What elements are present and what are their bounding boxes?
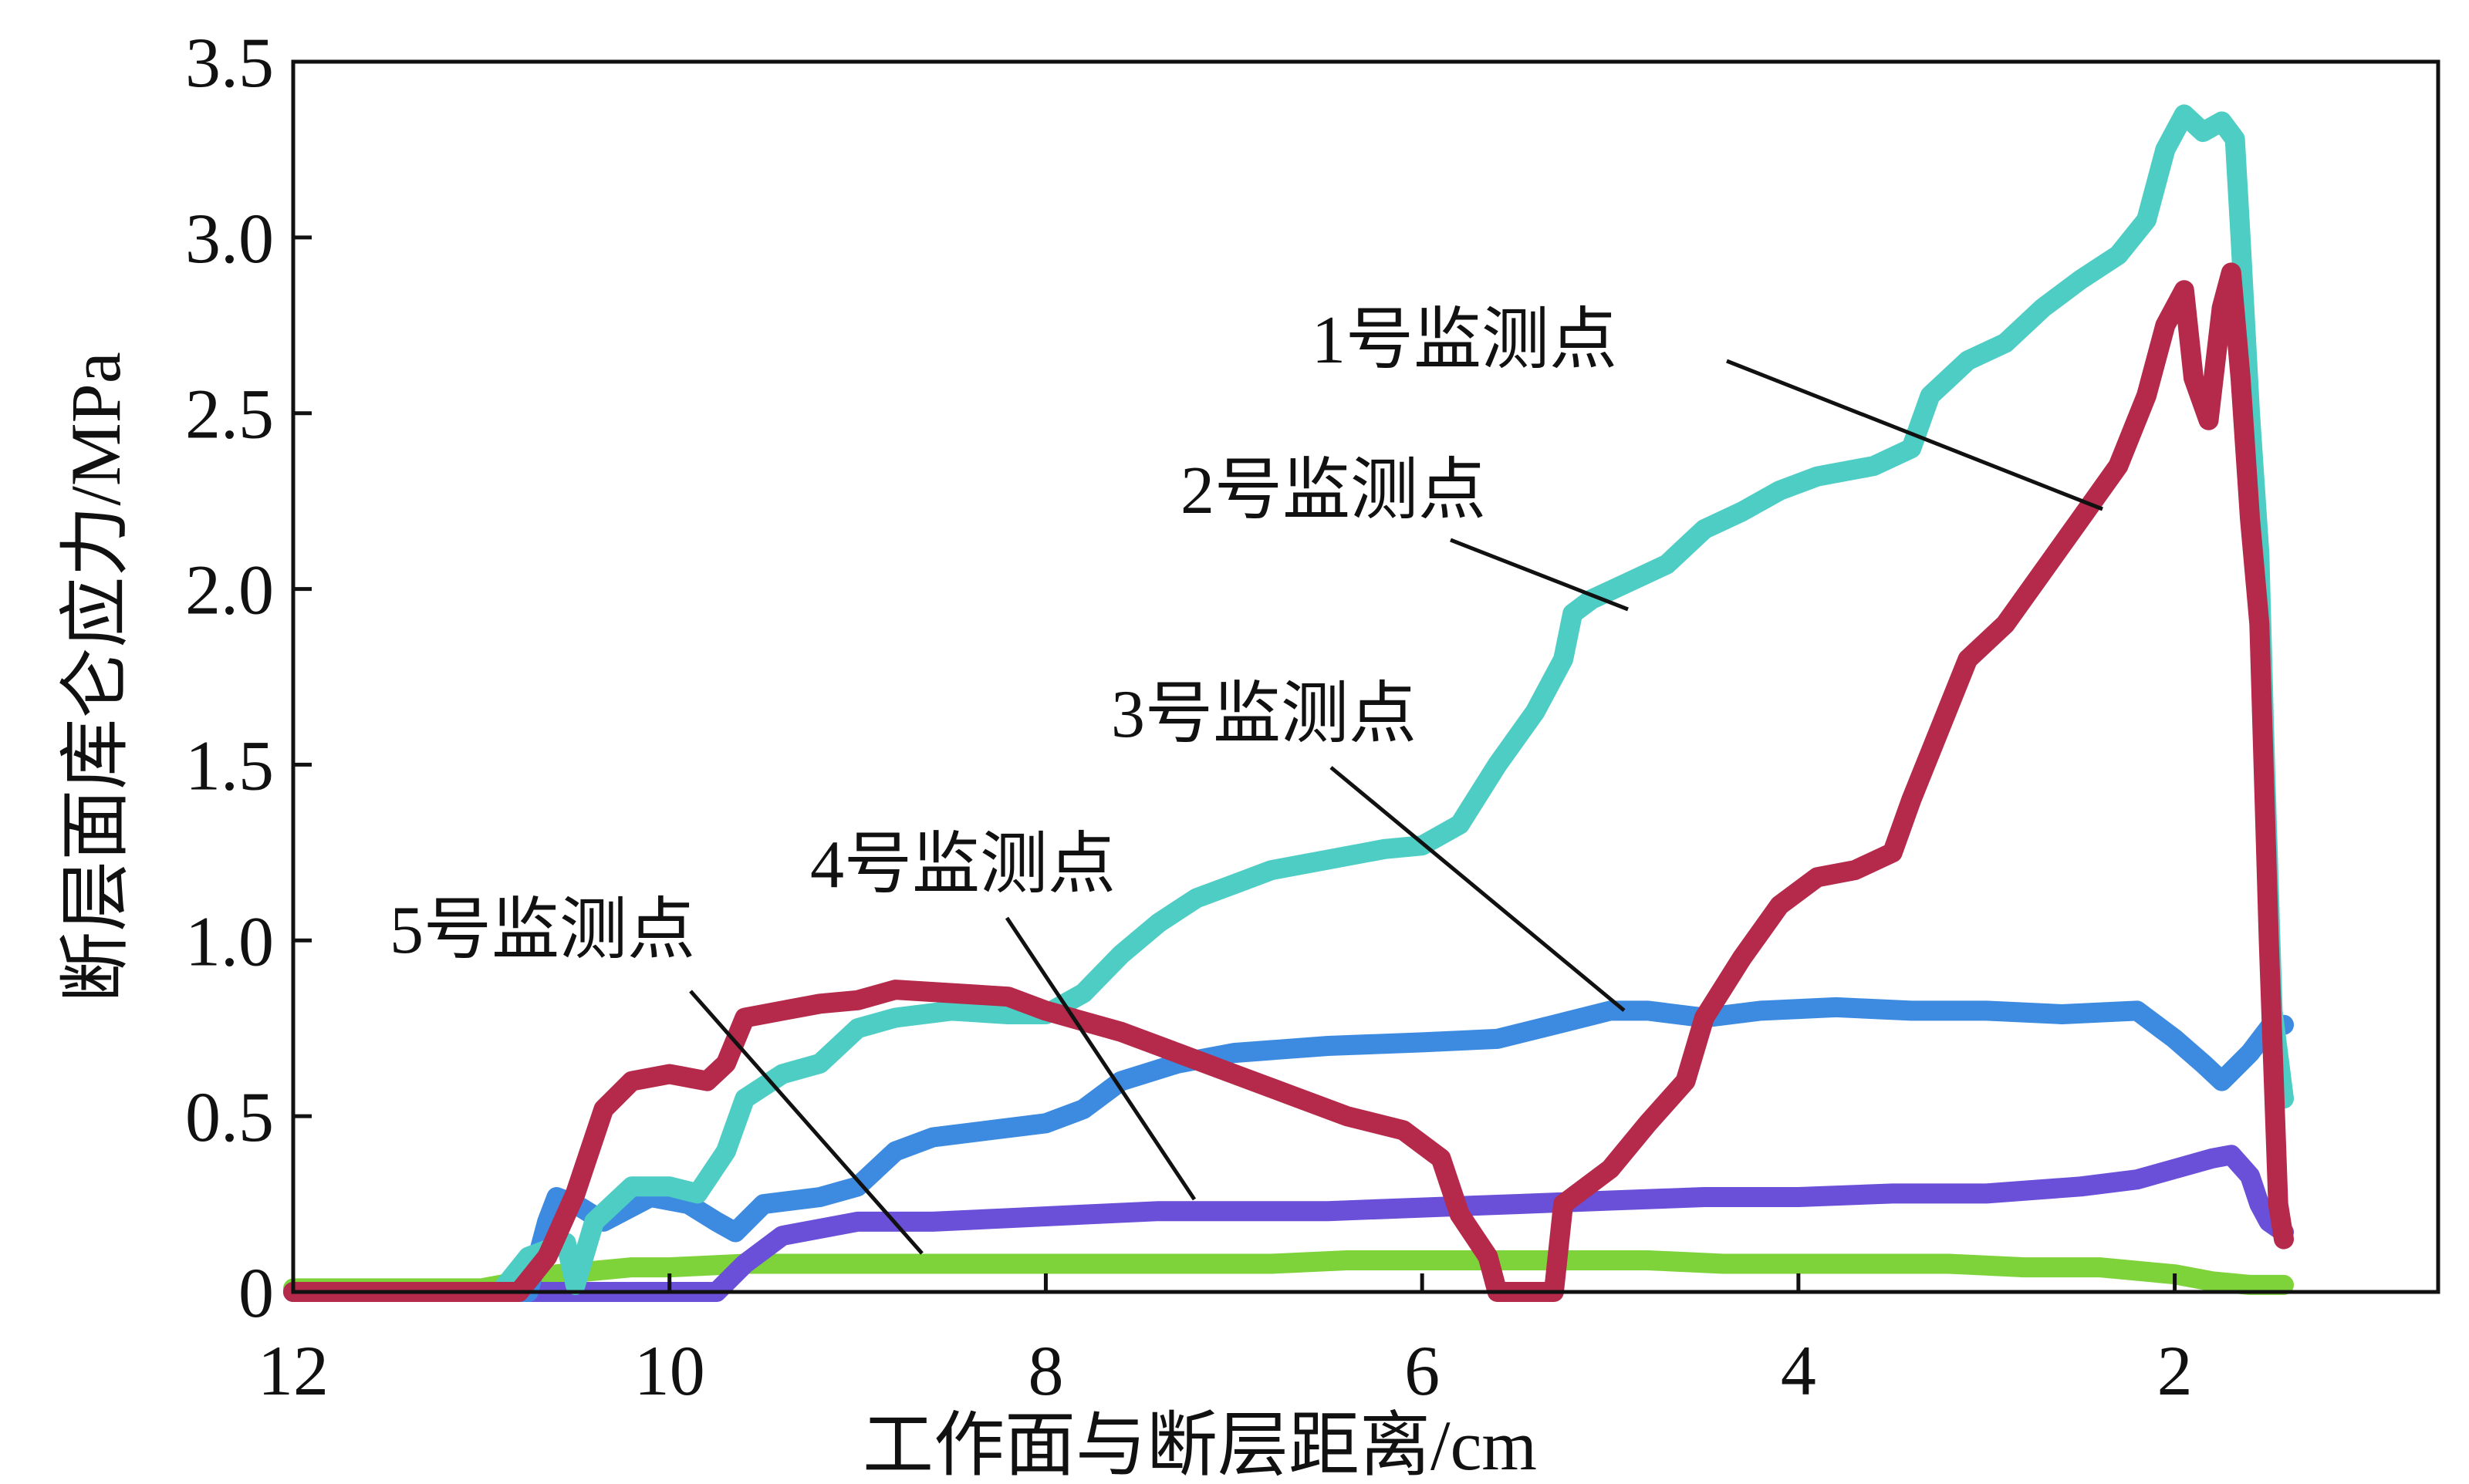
x-tick-label: 10 [634, 1331, 705, 1410]
x-tick-label: 6 [1404, 1331, 1440, 1410]
annotation-label-layer: 1号监测点 2号监测点 3号监测点 4号监测点 5号监测点 [390, 303, 1617, 968]
x-tick-label: 12 [258, 1331, 329, 1410]
y-tick-label: 1.5 [185, 726, 274, 804]
series-line-monitor-point-5 [283, 1250, 2294, 1299]
annotation-leader-4 [1005, 916, 1197, 1201]
y-tick-label: 0.5 [185, 1078, 274, 1156]
x-tick-label: 4 [1781, 1331, 1816, 1410]
y-tick-label: 3.0 [185, 199, 274, 278]
annotation-leader-layer [689, 359, 2103, 1255]
plot-area-frame [291, 59, 2440, 1294]
x-axis-title: 工作面与断层距离/cm [863, 1406, 1537, 1484]
x-tick-label: 2 [2157, 1331, 2193, 1410]
axis-ticks-layer: 12 10 8 6 4 2 0 0.5 1.0 1.5 2.0 2.5 3.0 3.5 [185, 23, 2193, 1410]
y-tick-label: 0 [238, 1253, 274, 1332]
y-tick-label: 3.5 [185, 23, 274, 102]
annotation-leader-3 [1329, 766, 1626, 1012]
x-tick-label: 8 [1028, 1331, 1063, 1410]
annotation-label-monitor-point-1: 1号监测点 [1312, 303, 1617, 378]
annotation-leader-5 [689, 990, 924, 1255]
annotation-leader-1 [1726, 359, 2103, 511]
annotation-label-monitor-point-2: 2号监测点 [1180, 454, 1486, 528]
annotation-leader-2 [1450, 538, 1629, 612]
series-line-monitor-point-2 [283, 262, 2294, 1302]
y-tick-label: 1.0 [185, 902, 274, 980]
y-axis-title: 断层面库仑应力/MPa [56, 352, 135, 1002]
annotation-label-monitor-point-3: 3号监测点 [1111, 677, 1417, 752]
annotation-label-monitor-point-4: 4号监测点 [810, 828, 1116, 902]
series-layer [283, 104, 2294, 1302]
y-tick-label: 2.0 [185, 551, 274, 629]
y-tick-label: 2.5 [185, 375, 274, 454]
series-line-monitor-point-1 [283, 104, 2294, 1302]
annotation-label-monitor-point-5: 5号监测点 [390, 893, 695, 968]
